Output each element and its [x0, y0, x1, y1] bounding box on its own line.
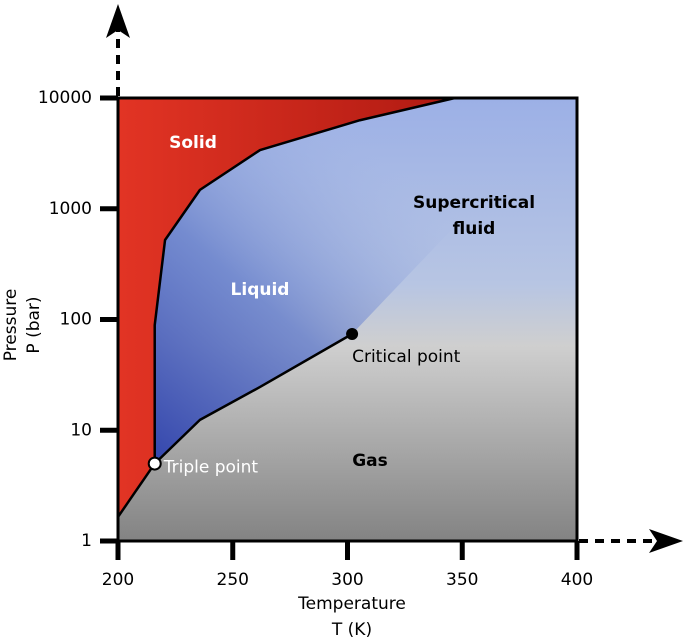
x-axis-label: T (K) [331, 620, 372, 640]
region-label: Liquid [231, 280, 290, 300]
vaporization-curve [153, 332, 353, 465]
x-tick-label: 350 [446, 570, 478, 590]
y-tick-label: 100 [60, 310, 92, 330]
y-axis-label: P (bar) [24, 296, 44, 353]
triple-point-label: Triple point [163, 458, 259, 478]
x-tick-label: 250 [217, 570, 249, 590]
y-tick-label: 10 [70, 420, 92, 440]
x-tick-label: 200 [102, 570, 134, 590]
melting-curve [153, 96, 456, 464]
y-axis-label: Pressure [1, 289, 21, 362]
x-tick-label: 300 [331, 570, 363, 590]
triple-point [147, 456, 162, 471]
region-label: Gas [352, 451, 388, 471]
x-arrow-head [649, 529, 683, 553]
solid-fill [118, 98, 455, 541]
y-arrow-head [106, 4, 130, 38]
critical-point-label: Critical point [352, 347, 461, 367]
region-label: Solid [169, 133, 217, 153]
region-label: fluid [453, 219, 496, 239]
sublimation-curve [116, 462, 156, 518]
y-tick-label: 10000 [38, 88, 92, 108]
y-tick-label: 1 [81, 531, 92, 551]
x-tick-label: 400 [561, 570, 593, 590]
x-axis-label: Temperature [297, 594, 406, 614]
y-tick-label: 1000 [49, 199, 92, 219]
liquid-fill [154, 98, 577, 464]
critical-point [346, 327, 359, 340]
region-label: Supercritical [413, 193, 535, 213]
